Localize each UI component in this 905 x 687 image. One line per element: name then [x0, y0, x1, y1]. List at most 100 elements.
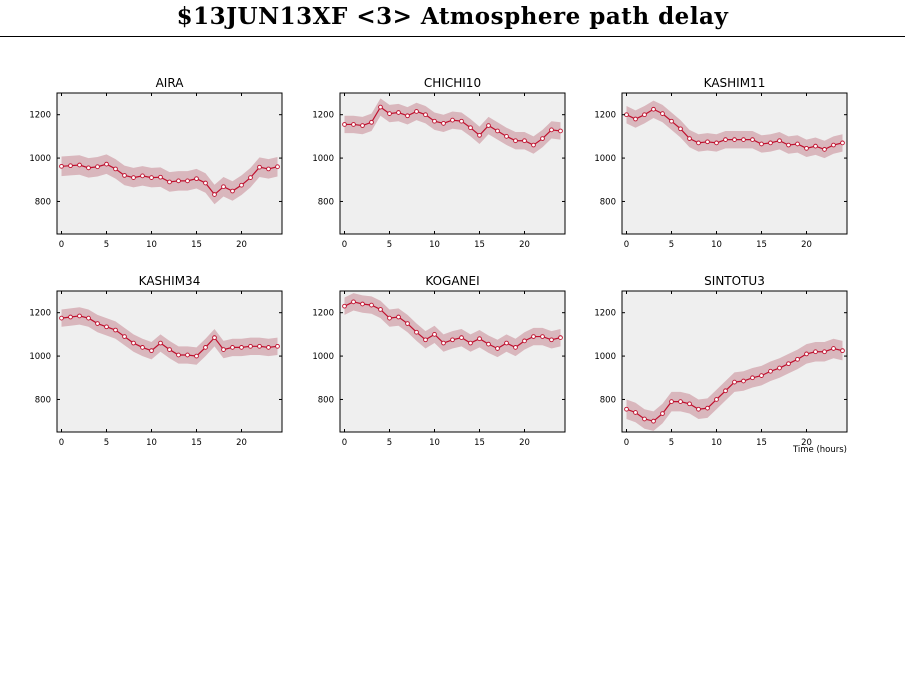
data-point [651, 418, 656, 424]
data-point [750, 137, 755, 142]
data-point [486, 341, 491, 347]
chart-title: KASHIM11 [704, 76, 766, 90]
data-point [266, 345, 271, 350]
data-point [360, 123, 365, 128]
data-point [77, 313, 82, 319]
y-tick-label: 1000 [312, 154, 334, 164]
y-tick-label: 800 [600, 197, 616, 207]
data-point [104, 324, 109, 330]
y-tick-label: 1000 [312, 352, 334, 362]
chart-title: KASHIM34 [139, 274, 201, 288]
data-point [513, 138, 518, 144]
x-tick-label: 15 [474, 240, 485, 250]
data-point [513, 345, 518, 350]
data-point [396, 314, 401, 320]
data-point [432, 332, 437, 337]
chart-title: KOGANEI [425, 274, 479, 288]
data-point [405, 321, 410, 326]
chart-title: AIRA [156, 76, 185, 90]
plot-frame [339, 92, 566, 235]
data-point [459, 118, 464, 124]
data-point [486, 123, 491, 128]
data-point [104, 161, 109, 167]
data-point [660, 111, 665, 116]
y-tick-label: 800 [35, 197, 51, 207]
data-point [360, 301, 365, 307]
y-tick-label: 800 [35, 395, 51, 405]
data-point [558, 128, 563, 134]
data-point [750, 375, 755, 381]
x-tick-label: 10 [711, 438, 722, 448]
data-point [239, 182, 244, 188]
data-point [441, 121, 446, 126]
data-point [522, 138, 527, 144]
data-point [203, 180, 208, 186]
data-point [549, 127, 554, 133]
x-axis-label: Time (hours) [792, 445, 847, 455]
data-point [822, 349, 827, 355]
data-point [705, 405, 710, 411]
data-point [795, 356, 800, 362]
x-tick-label: 5 [387, 438, 392, 448]
data-point [768, 368, 773, 374]
data-point [194, 176, 199, 182]
x-tick-label: 20 [236, 438, 247, 448]
data-point [369, 302, 374, 308]
plot-frame [56, 290, 283, 433]
data-point [786, 361, 791, 367]
data-point [86, 165, 91, 171]
plot-frame [56, 92, 283, 235]
data-point [221, 347, 226, 352]
x-tick-label: 0 [59, 240, 64, 250]
data-point [167, 179, 172, 185]
y-tick-label: 1200 [29, 111, 51, 121]
x-tick-label: 20 [519, 438, 530, 448]
data-point [678, 399, 683, 404]
plot-frame [339, 290, 566, 433]
data-point [696, 406, 701, 412]
x-tick-label: 0 [342, 438, 347, 448]
data-point [732, 137, 737, 142]
data-point [831, 142, 836, 148]
data-point [95, 321, 100, 326]
data-point [414, 109, 419, 114]
plot-frame [621, 290, 848, 433]
y-tick-label: 800 [318, 395, 334, 405]
data-point [660, 411, 665, 416]
data-point [185, 352, 190, 358]
data-point [540, 334, 545, 339]
data-point [768, 140, 773, 146]
chart-title: SINTOTU3 [704, 274, 765, 288]
data-point [759, 141, 764, 147]
data-point [230, 188, 235, 194]
chart-panel-koganei: 0 5 10 15 20 800 1000 1200 KOGANEI [312, 274, 566, 448]
data-point [149, 348, 154, 354]
data-point [531, 334, 536, 339]
data-point [633, 410, 638, 415]
data-point [813, 349, 818, 355]
data-point [777, 365, 782, 371]
plot-frame [621, 92, 848, 235]
data-point [266, 166, 271, 172]
data-point [387, 315, 392, 321]
data-point [468, 125, 473, 131]
y-tick-label: 1000 [594, 352, 616, 362]
data-point [378, 307, 383, 312]
data-point [248, 175, 253, 180]
data-point [624, 112, 629, 118]
x-tick-label: 10 [146, 240, 157, 250]
x-tick-label: 20 [519, 240, 530, 250]
data-point [468, 340, 473, 346]
chart-title: CHICHI10 [424, 76, 481, 90]
data-point [477, 132, 482, 138]
x-tick-label: 15 [756, 240, 767, 250]
x-tick-label: 20 [801, 438, 812, 448]
data-point [122, 173, 127, 178]
data-point [669, 399, 674, 404]
data-point [714, 140, 719, 146]
data-point [459, 335, 464, 340]
data-point [221, 184, 226, 190]
data-point [167, 347, 172, 352]
data-point [687, 136, 692, 141]
data-point [624, 406, 629, 412]
